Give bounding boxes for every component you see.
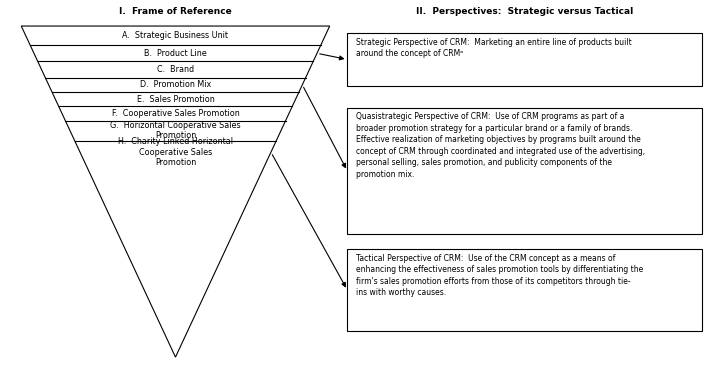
Text: E.  Sales Promotion: E. Sales Promotion (137, 94, 214, 104)
Text: I.  Frame of Reference: I. Frame of Reference (119, 7, 232, 16)
Polygon shape (21, 26, 330, 357)
Text: II.  Perspectives:  Strategic versus Tactical: II. Perspectives: Strategic versus Tacti… (416, 7, 633, 16)
Bar (347, 249, 702, 331)
Text: A.  Strategic Business Unit: A. Strategic Business Unit (123, 31, 228, 40)
Text: F.  Cooperative Sales Promotion: F. Cooperative Sales Promotion (111, 109, 240, 118)
Text: Quasistrategic Perspective of CRM:  Use of CRM programs as part of a
broader pro: Quasistrategic Perspective of CRM: Use o… (356, 112, 645, 179)
Text: Tactical Perspective of CRM:  Use of the CRM concept as a means of
enhancing the: Tactical Perspective of CRM: Use of the … (356, 254, 643, 297)
Text: D.  Promotion Mix: D. Promotion Mix (140, 80, 211, 89)
Text: C.  Brand: C. Brand (157, 65, 194, 74)
Text: Strategic Perspective of CRM:  Marketing an entire line of products built
around: Strategic Perspective of CRM: Marketing … (356, 38, 632, 58)
Text: H.  Charity-Linked Horizontal
Cooperative Sales
Promotion: H. Charity-Linked Horizontal Cooperative… (118, 137, 233, 167)
Bar (347, 108, 702, 234)
Text: G.  Horizontal Cooperative Sales
Promotion: G. Horizontal Cooperative Sales Promotio… (110, 121, 241, 140)
Text: B.  Product Line: B. Product Line (144, 49, 207, 58)
Bar (347, 33, 702, 86)
